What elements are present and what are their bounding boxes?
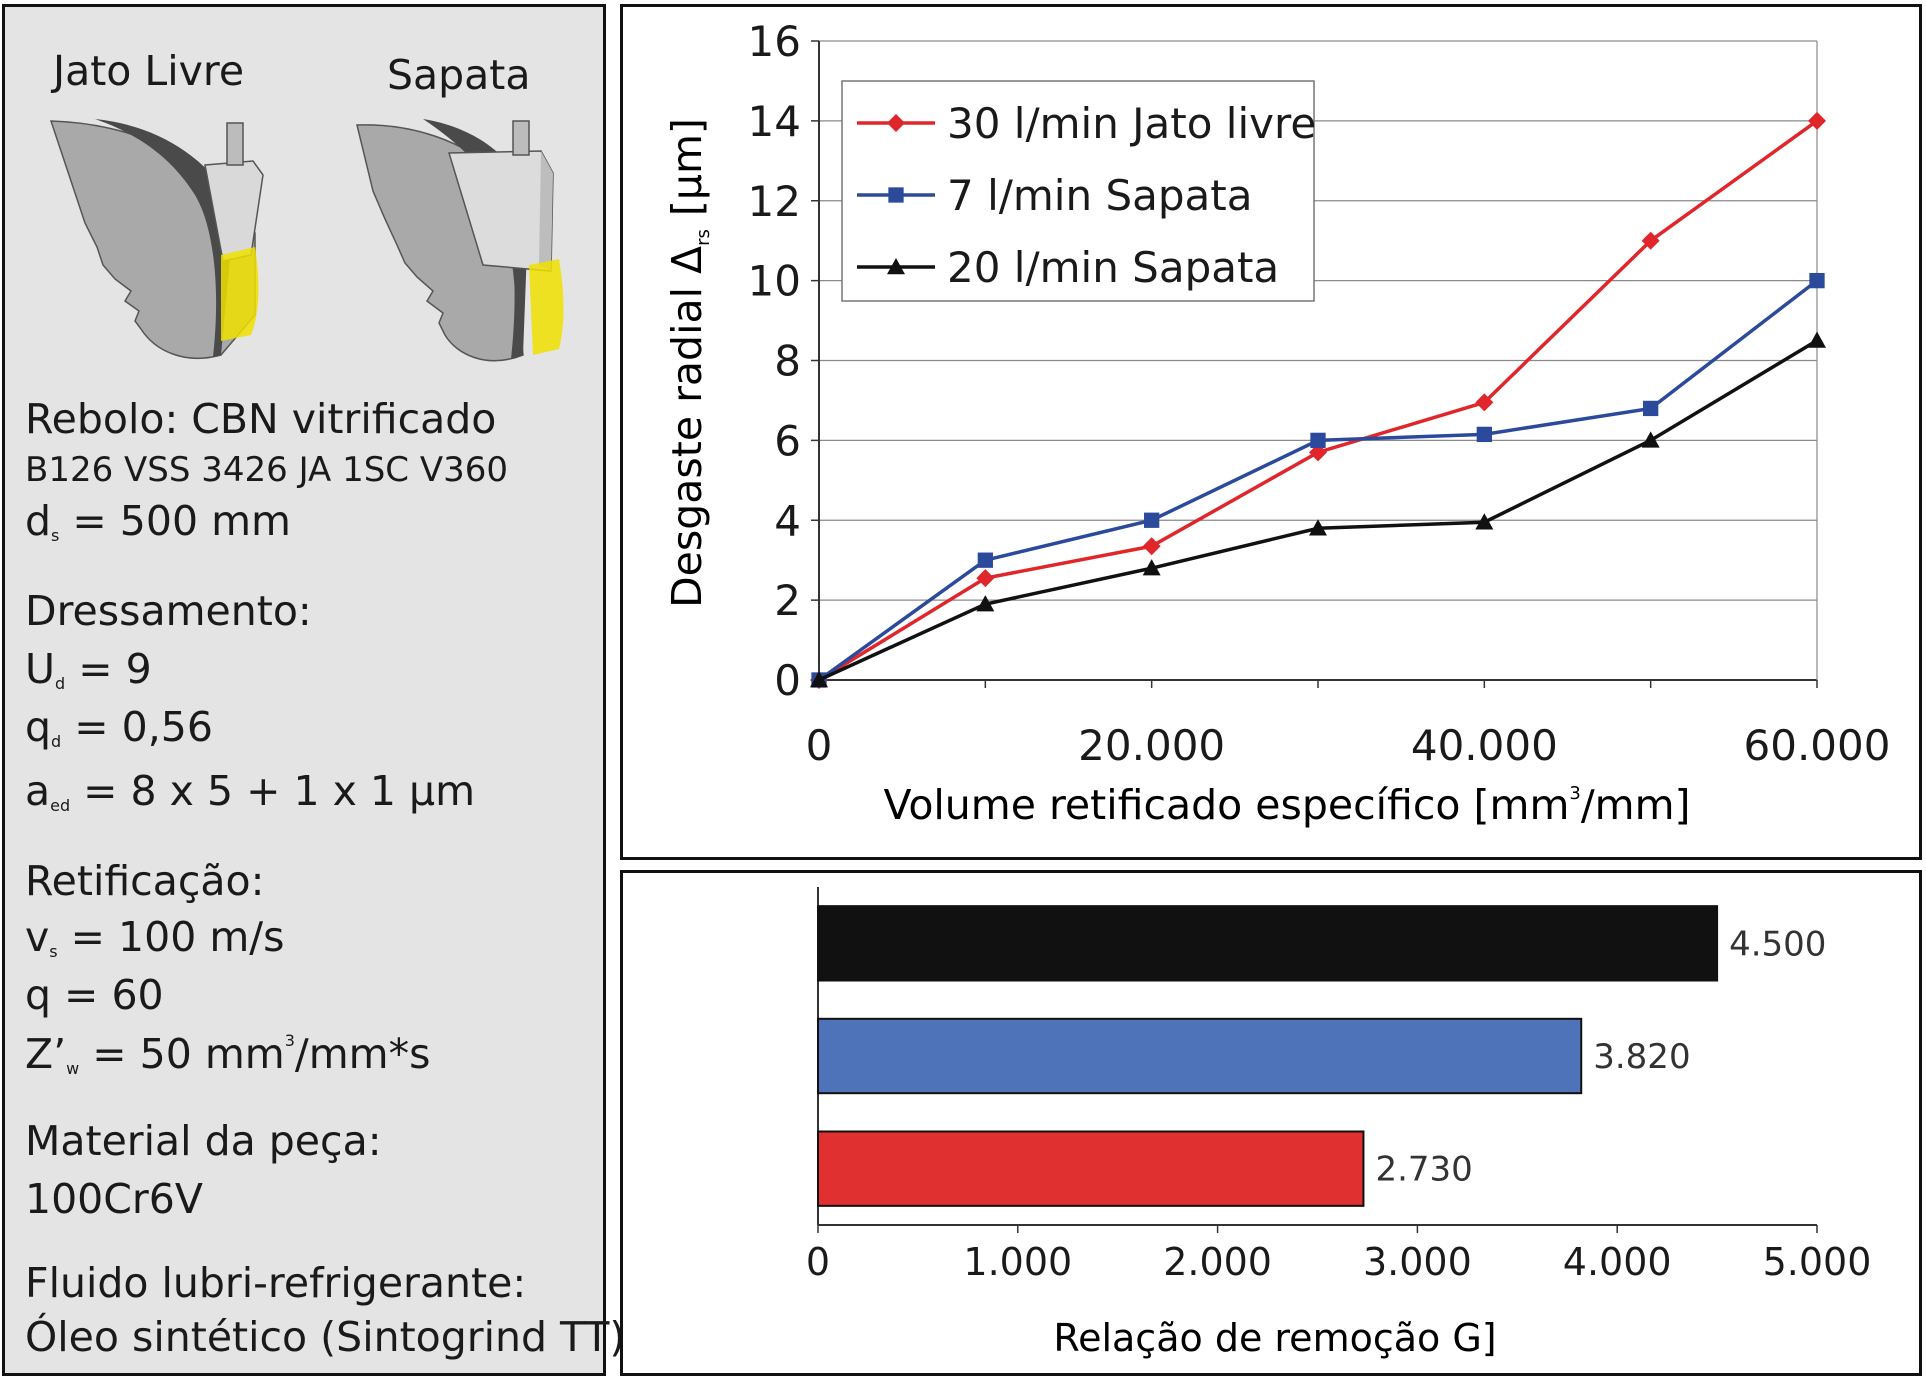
x-tick-label: 60.000 <box>1744 721 1891 770</box>
bar-chart-bars: 4.500 3.820 2.730 <box>817 905 1826 1207</box>
wear-line-chart: 0 20.000 40.000 60.000 0 2 4 6 8 10 12 14 16 Desgas… <box>663 17 1891 829</box>
illus-label-sapata: Sapata <box>387 51 531 99</box>
qd-line: qd = 0,56 <box>25 703 213 751</box>
bar-chart-x-tick-labels: 0 1.000 2.000 3.000 4.000 5.000 <box>806 1240 1871 1284</box>
y-tick-label: 16 <box>748 17 801 66</box>
bar <box>817 1130 1365 1207</box>
y-tick-label: 0 <box>774 656 801 705</box>
dressamento-heading: Dressamento: <box>25 587 312 635</box>
x-tick-label: 40.000 <box>1411 721 1558 770</box>
data-point <box>1309 519 1327 536</box>
fluido-value: Óleo sintético (Sintogrind TT) <box>25 1313 626 1361</box>
data-point <box>1144 512 1160 528</box>
bar-chart-x-axis-label: Relação de remoção G] <box>1053 1316 1496 1360</box>
x-tick-label: 20.000 <box>1078 721 1225 770</box>
fluido-heading: Fluido lubri-refrigerante: <box>25 1259 527 1307</box>
y-tick-label: 2 <box>774 576 801 625</box>
x-tick-label: 4.000 <box>1563 1240 1672 1284</box>
material-heading: Material da peça: <box>25 1117 382 1165</box>
series-line <box>818 339 1818 682</box>
data-point <box>1641 431 1660 448</box>
data-point <box>1310 432 1326 449</box>
removal-bar-chart: 4.500 3.820 2.730 0 1.000 2.000 3.000 4.000 5.0… <box>806 887 1871 1360</box>
y-tick-label: 6 <box>774 416 801 465</box>
bar-value-label: 2.730 <box>1375 1150 1472 1190</box>
free-jet-nozzle-illustration <box>49 119 264 359</box>
data-point <box>1641 231 1660 250</box>
zw-line: Z’w = 50 mm3/mm*s <box>25 1030 431 1078</box>
data-point <box>1808 111 1826 130</box>
wear-line-chart-panel: 0 20.000 40.000 60.000 0 2 4 6 8 10 12 14 16 Desgas… <box>620 4 1922 860</box>
x-tick-label: 3.000 <box>1363 1240 1472 1284</box>
y-tick-label: 8 <box>774 337 801 386</box>
retificacao-heading: Retificação: <box>25 857 265 905</box>
aed-line: aed = 8 x 5 + 1 x 1 μm <box>25 767 476 815</box>
ud-line: Ud = 9 <box>25 645 152 693</box>
data-point <box>977 552 993 568</box>
legend-marker <box>887 114 905 132</box>
data-point <box>976 569 995 588</box>
bar <box>817 905 1719 982</box>
y-tick-label: 4 <box>774 496 801 545</box>
x-tick-label: 0 <box>806 1240 830 1284</box>
data-point <box>1476 426 1492 443</box>
data-point <box>1475 513 1494 530</box>
y-tick-label: 10 <box>748 257 801 306</box>
data-point <box>1809 272 1825 289</box>
line-chart-x-axis-label: Volume retificado específico [mm3/mm] <box>883 781 1690 829</box>
data-point <box>1808 331 1826 348</box>
data-point <box>1142 537 1161 556</box>
vs-line: vs = 100 m/s <box>25 913 285 961</box>
y-tick-label: 14 <box>748 97 801 146</box>
parameters-panel: Jato Livre Sapata Rebolo: CBN vitrificad… <box>2 4 625 1376</box>
q-line: q = 60 <box>25 971 164 1019</box>
line-chart-legend: 30 l/min Jato livre 7 l/min Sapata 20 l/mi… <box>841 80 1316 302</box>
legend-entry-label: 30 l/min Jato livre <box>947 99 1316 148</box>
illus-label-jato-livre: Jato Livre <box>53 47 245 95</box>
legend-marker <box>887 258 905 275</box>
series-2 <box>810 331 1826 688</box>
x-tick-label: 5.000 <box>1763 1240 1872 1284</box>
line-chart-y-tick-labels: 0 2 4 6 8 10 12 14 16 <box>748 17 801 705</box>
line-chart-x-tick-labels: 0 20.000 40.000 60.000 <box>806 721 1891 770</box>
bar-value-label: 4.500 <box>1729 924 1826 964</box>
legend-box <box>841 80 1315 302</box>
shoe-nozzle-illustration <box>356 119 564 362</box>
data-point <box>1475 393 1494 412</box>
series-line <box>817 279 1819 682</box>
material-value: 100Cr6V <box>25 1175 203 1223</box>
data-point <box>810 671 828 688</box>
data-point <box>1643 400 1659 417</box>
data-point <box>976 595 995 612</box>
ds-line: ds = 500 mm <box>25 497 291 545</box>
x-tick-label: 1.000 <box>963 1240 1072 1284</box>
legend-entry-label: 20 l/min Sapata <box>947 243 1279 292</box>
legend-entry-label: 7 l/min Sapata <box>947 171 1252 220</box>
rebolo-spec: B126 VSS 3426 JA 1SC V360 <box>25 450 509 490</box>
bar-value-label: 3.820 <box>1593 1037 1690 1077</box>
data-point <box>1142 559 1161 576</box>
legend-marker <box>888 187 904 203</box>
x-tick-label: 0 <box>806 721 833 770</box>
line-chart-y-axis-label: Desgaste radial Δrs [μm] <box>663 118 714 608</box>
removal-bar-chart-panel: 4.500 3.820 2.730 0 1.000 2.000 3.000 4.000 5.0… <box>620 870 1922 1376</box>
series-1 <box>811 272 1825 688</box>
bar <box>817 1017 1583 1095</box>
rebolo-label: Rebolo: CBN vitrificado <box>25 395 497 443</box>
line-chart-series <box>810 111 1826 689</box>
y-tick-label: 12 <box>748 177 801 226</box>
x-tick-label: 2.000 <box>1163 1240 1272 1284</box>
